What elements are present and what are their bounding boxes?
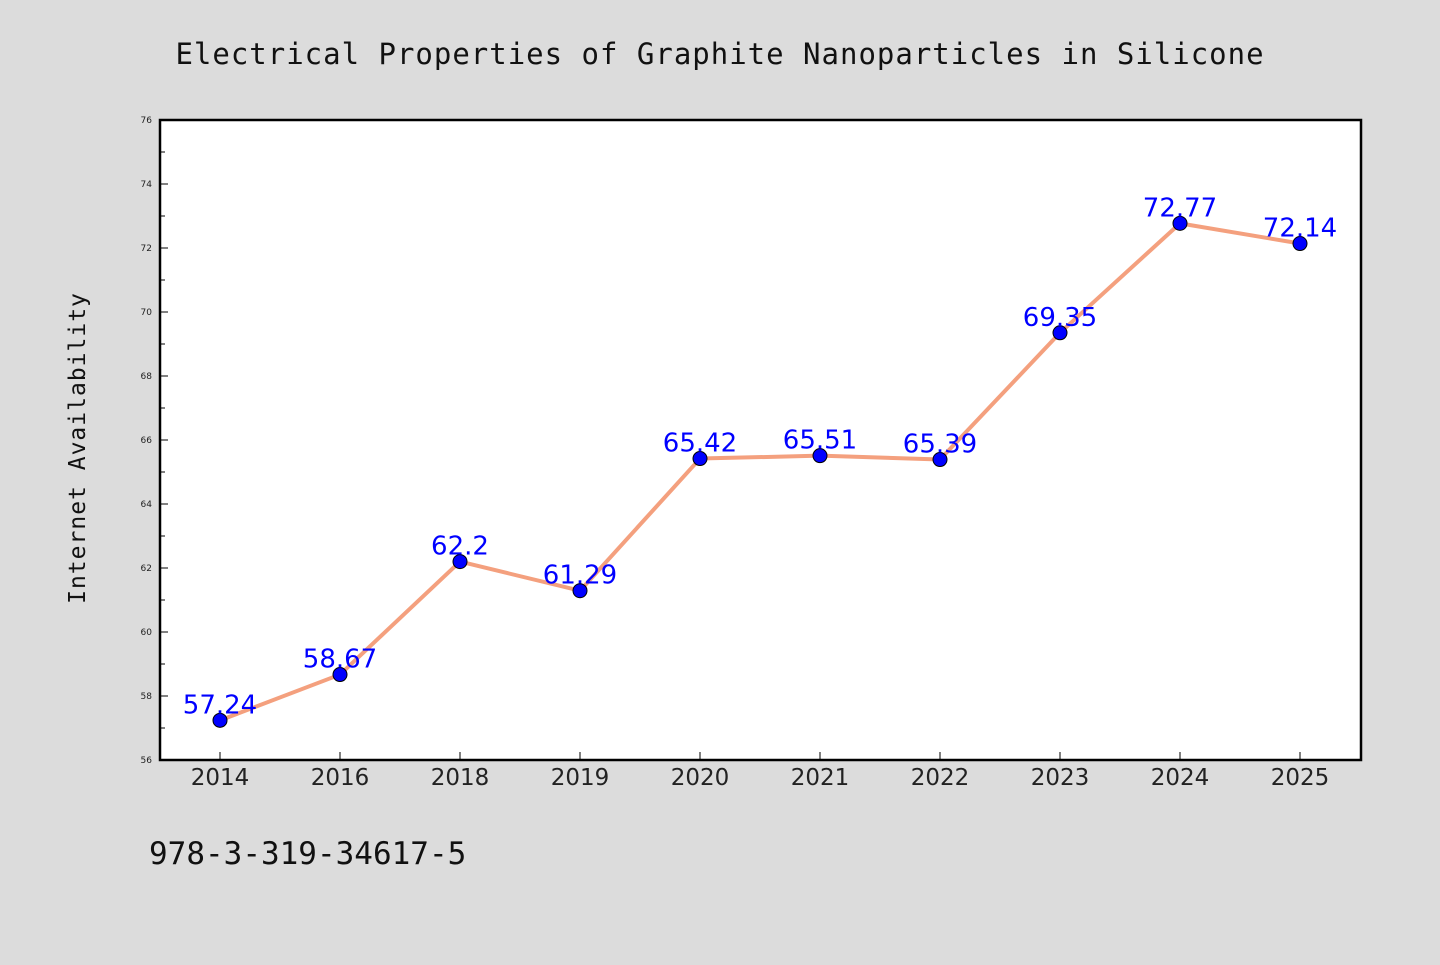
series-layer <box>212 215 1308 728</box>
x-tick-label: 2022 <box>911 765 970 791</box>
y-tick-label: 76 <box>141 116 153 126</box>
y-axis-label: Internet Availability <box>65 292 91 604</box>
x-tick-label: 2025 <box>1271 765 1330 791</box>
data-point[interactable] <box>452 554 468 570</box>
data-label: 62.2 <box>431 532 489 562</box>
x-tick-label: 2014 <box>191 765 250 791</box>
x-tick-label: 2016 <box>311 765 370 791</box>
data-point[interactable] <box>932 452 948 468</box>
y-tick-label: 58 <box>141 692 153 702</box>
x-tick-label: 2021 <box>791 765 850 791</box>
y-tick-label: 62 <box>141 564 152 574</box>
data-point[interactable] <box>1292 236 1308 252</box>
y-tick-label: 56 <box>141 756 153 766</box>
x-tick-label: 2018 <box>431 765 490 791</box>
y-tick-label: 66 <box>141 436 153 446</box>
x-tick-label: 2023 <box>1031 765 1090 791</box>
y-tick-label: 70 <box>141 308 153 318</box>
data-label-layer: 57.24 58.67 62.2 61.29 65.42 65.51 65.39 69.35 7… <box>183 193 1337 720</box>
data-point[interactable] <box>692 451 708 467</box>
x-tick-label: 2020 <box>671 765 730 791</box>
y-axis: 56 58 60 62 64 66 68 70 72 74 76 <box>141 116 168 766</box>
x-tick-label: 2019 <box>551 765 610 791</box>
data-point[interactable] <box>812 448 828 464</box>
x-axis: 2014 2016 2018 2019 2020 2021 2022 2023 2024 2025 <box>191 752 1330 791</box>
data-label: 72.14 <box>1263 214 1337 244</box>
y-tick-label: 68 <box>141 372 153 382</box>
data-label: 57.24 <box>183 690 257 720</box>
y-tick-label: 74 <box>141 180 153 190</box>
y-tick-label: 72 <box>141 244 152 254</box>
data-point[interactable] <box>572 583 588 599</box>
data-label: 58.67 <box>303 645 377 675</box>
y-tick-label: 64 <box>141 500 153 510</box>
data-label: 65.39 <box>903 430 977 460</box>
data-point[interactable] <box>332 667 348 683</box>
x-tick-label: 2024 <box>1151 765 1210 791</box>
y-tick-label: 60 <box>141 628 153 638</box>
chart-title: Electrical Properties of Graphite Nanopa… <box>175 37 1264 71</box>
data-label: 61.29 <box>543 561 617 591</box>
data-label: 65.42 <box>663 429 737 459</box>
data-label: 69.35 <box>1023 303 1097 333</box>
series-line <box>218 221 1302 723</box>
data-point[interactable] <box>1172 215 1188 231</box>
data-point[interactable] <box>212 712 228 728</box>
data-label: 72.77 <box>1143 193 1217 223</box>
data-point[interactable] <box>1052 325 1068 341</box>
data-label: 65.51 <box>783 426 857 456</box>
isbn-code: 978-3-319-34617-5 <box>149 836 466 872</box>
